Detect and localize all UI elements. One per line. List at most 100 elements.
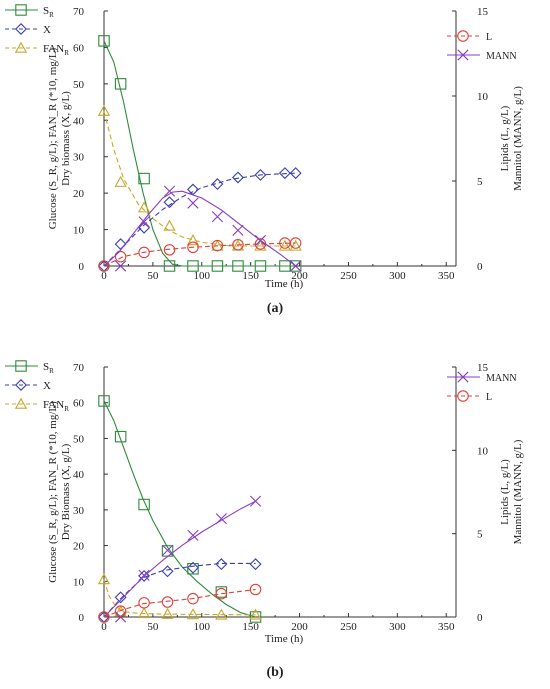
legend-left-entry: X [5, 23, 51, 36]
data-point [163, 219, 176, 231]
data-point [161, 565, 174, 578]
series-mann [103, 495, 262, 623]
data-point [138, 216, 150, 228]
legend-left-entry: SR [5, 4, 54, 19]
data-point [254, 168, 267, 181]
x-tick-label: 350 [438, 270, 455, 282]
x-tick-label: 300 [389, 621, 406, 633]
y-right-tick-label: 0 [477, 261, 483, 273]
y-left-tick-label: 20 [73, 541, 85, 553]
data-point [249, 558, 262, 571]
legend-label: L [486, 392, 492, 403]
x-tick-label: 300 [389, 270, 406, 282]
y-left-tick-label: 60 [73, 42, 85, 54]
data-point [98, 260, 110, 272]
data-point [215, 587, 228, 600]
series-line [103, 242, 296, 267]
legend-marker [15, 23, 27, 35]
y-left-title-line2: Dry Biomass (X, g/L) [60, 443, 72, 540]
data-point [115, 611, 127, 623]
legend-left-entry: X [5, 379, 51, 392]
series-line [103, 588, 256, 618]
y-left-title-line1: Glucose (S_R, g/L); FAN_R (*10, mg/L) [47, 401, 59, 583]
data-point [138, 597, 150, 609]
data-point [114, 175, 127, 187]
y-left-tick-label: 70 [73, 362, 85, 374]
series-line [103, 400, 256, 618]
data-point [163, 185, 176, 197]
data-point [186, 234, 200, 246]
panel-label: (a) [267, 301, 284, 316]
x-tick-label: 100 [194, 270, 211, 282]
series-line [103, 111, 296, 247]
data-point [289, 237, 302, 249]
data-point [290, 260, 302, 272]
panel-a: 0 50 100 150 200 250 300 350 0 10 20 30 40 50 60 70 0 5 10… [5, 4, 524, 316]
data-point [138, 498, 150, 511]
data-point [232, 260, 244, 272]
data-point [215, 513, 227, 525]
legend-label: L [486, 32, 492, 43]
legend-left-entry: SR [5, 360, 54, 375]
data-point [114, 591, 127, 604]
data-point [161, 544, 174, 556]
legend-marker [14, 397, 28, 409]
series-l [98, 583, 262, 623]
y-left-tick-label: 0 [79, 261, 85, 273]
series-mann [103, 185, 302, 272]
series-line [103, 190, 296, 267]
data-point [187, 260, 199, 272]
data-point [115, 260, 127, 272]
data-point [254, 260, 267, 272]
data-point [278, 239, 292, 251]
y-left-tick-label: 50 [73, 79, 85, 91]
x-tick-label: 0 [101, 270, 107, 282]
legend-label: MANN [486, 51, 517, 62]
series-x [98, 558, 262, 623]
series-l [98, 237, 302, 272]
x-tick-label: 150 [242, 270, 259, 282]
data-point [249, 495, 262, 507]
data-point [187, 197, 199, 209]
data-point [98, 611, 110, 623]
y-right-tick-label: 5 [477, 529, 483, 541]
x-tick-label: 150 [242, 621, 259, 633]
data-point [187, 241, 199, 254]
data-point [138, 569, 151, 582]
y-left-tick-label: 60 [73, 398, 85, 410]
series-line [103, 172, 296, 267]
data-point [254, 239, 267, 251]
legend-label: SR [43, 5, 54, 19]
data-point [114, 605, 127, 617]
y-left-tick-label: 10 [73, 576, 85, 588]
legend-marker [15, 379, 27, 391]
y-left-tick-label: 20 [73, 188, 85, 200]
data-point [161, 607, 174, 619]
legend-marker [457, 30, 469, 42]
data-point [187, 563, 199, 575]
data-point [289, 167, 302, 180]
y-right-tick-label: 5 [477, 176, 483, 188]
legend-right-entry: L [447, 30, 492, 43]
panel-label: (b) [266, 665, 283, 680]
series-s-r [98, 395, 262, 623]
series-s-r [98, 35, 302, 272]
legend-marker [15, 4, 27, 16]
data-point [114, 605, 127, 617]
data-point [114, 250, 127, 263]
y-right-tick-label: 0 [477, 612, 483, 624]
data-point [114, 430, 127, 443]
y-right-title-line1: Lipids (L, g/L) [499, 105, 511, 171]
x-axis-title: Time (h) [265, 278, 304, 290]
legend-label: FANR [43, 399, 69, 413]
data-point [211, 260, 224, 272]
data-point [254, 234, 267, 247]
data-point [163, 244, 176, 256]
series-line [103, 500, 256, 618]
data-point [232, 224, 244, 236]
data-point [114, 78, 127, 90]
data-point [161, 596, 174, 608]
data-point [232, 239, 244, 251]
data-point [215, 558, 228, 571]
x-tick-label: 50 [147, 621, 159, 633]
